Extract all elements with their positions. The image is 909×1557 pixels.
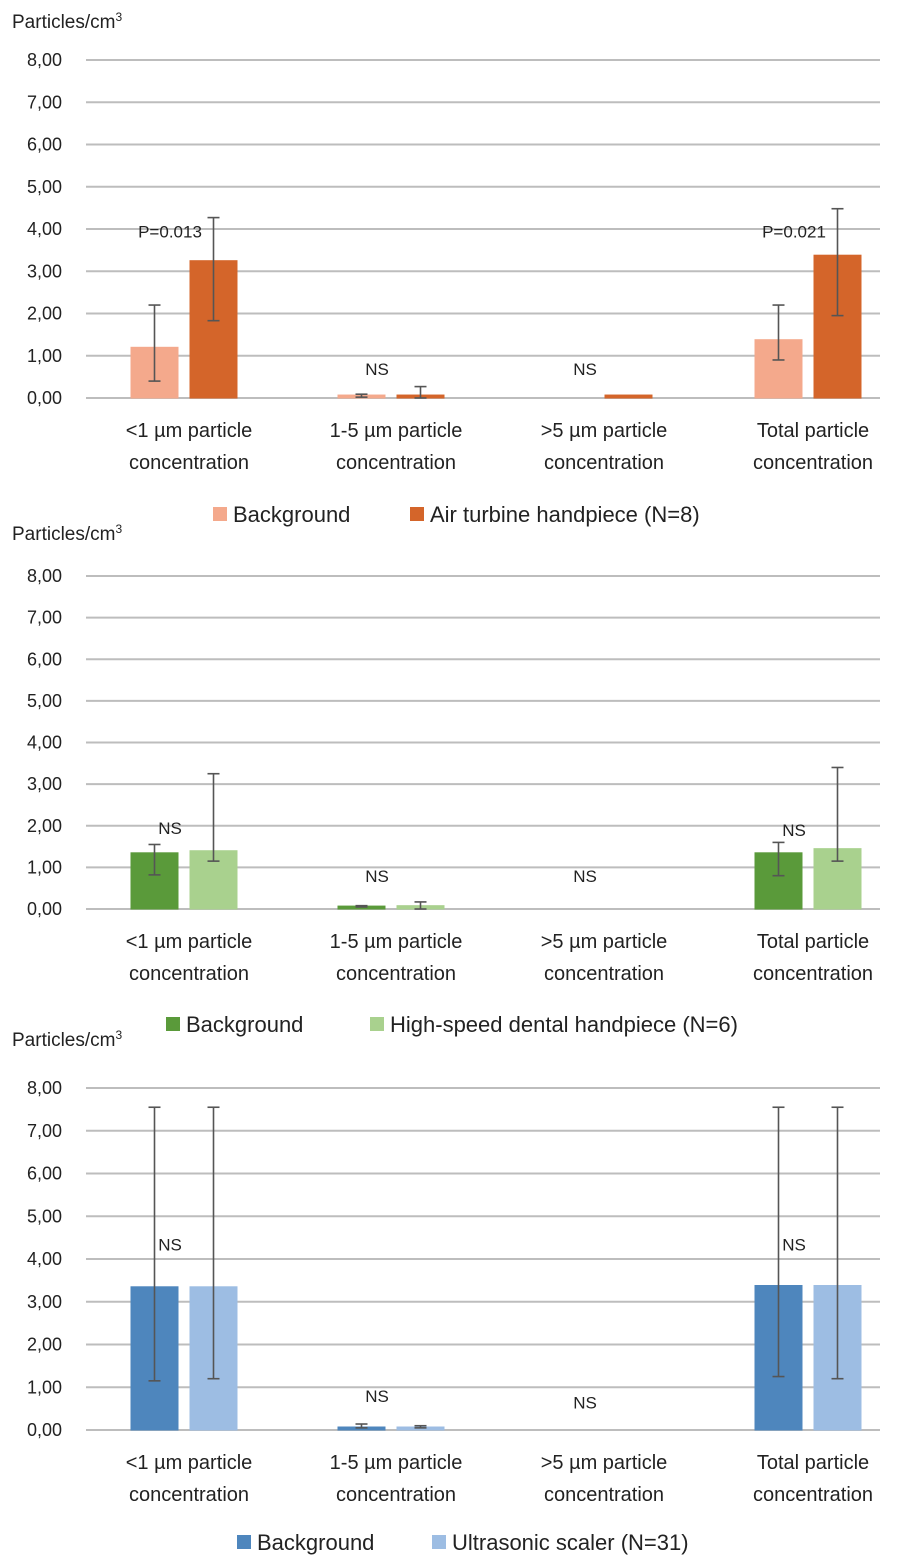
y-tick-label: 6,00	[27, 135, 62, 155]
x-category-label-line2: concentration	[544, 1484, 664, 1506]
chart-panel-air-turbine: Particles/cm3 8,00 7,00 6,00 5,00 4,00 3,00 2,0…	[0, 0, 909, 530]
legend-label: Background	[233, 502, 350, 527]
x-category-label-line1: Total particle	[757, 1452, 869, 1474]
y-tick-label: 0,00	[27, 1420, 62, 1440]
y-tick-label: 0,00	[27, 388, 62, 408]
chart-air-turbine: Particles/cm3 8,00 7,00 6,00 5,00 4,00 3,00 2,0…	[12, 10, 880, 527]
significance-label: NS	[365, 360, 389, 379]
legend-swatch	[213, 507, 227, 521]
legend-label: High-speed dental handpiece (N=6)	[390, 1012, 738, 1037]
legend-swatch	[432, 1535, 446, 1549]
x-category-label-line1: >5 µm particle	[541, 1452, 668, 1474]
y-tick-label: 5,00	[27, 691, 62, 711]
significance-label: NS	[365, 1387, 389, 1406]
x-category-label-line2: concentration	[129, 1484, 249, 1506]
y-tick-label: 3,00	[27, 261, 62, 281]
x-category-label-line1: <1 µm particle	[126, 931, 253, 953]
legend-label: Background	[186, 1012, 303, 1037]
y-tick-label: 8,00	[27, 50, 62, 70]
x-category-label-line1: Total particle	[757, 931, 869, 953]
significance-label: P=0.021	[762, 222, 826, 241]
y-tick-label: 2,00	[27, 816, 62, 836]
y-tick-label: 2,00	[27, 1335, 62, 1355]
y-tick-label: 3,00	[27, 1292, 62, 1312]
x-category-label-line2: concentration	[336, 452, 456, 474]
x-category-label-line2: concentration	[129, 452, 249, 474]
y-axis-title: Particles/cm3	[12, 10, 122, 33]
significance-label: NS	[158, 1235, 182, 1254]
y-tick-label: 6,00	[27, 649, 62, 669]
bar-background	[754, 339, 803, 399]
y-tick-label: 7,00	[27, 1121, 62, 1141]
x-category-label-line2: concentration	[544, 963, 664, 985]
y-tick-label: 2,00	[27, 304, 62, 324]
x-category-label-line1: 1-5 µm particle	[330, 931, 463, 953]
x-category-label-line1: >5 µm particle	[541, 420, 668, 442]
y-tick-label: 5,00	[27, 177, 62, 197]
legend-swatch	[237, 1535, 251, 1549]
y-tick-label: 3,00	[27, 774, 62, 794]
y-tick-label: 1,00	[27, 346, 62, 366]
chart-high-speed-handpiece: Particles/cm3 8,00 7,00 6,00 5,00 4,00 3,00 2,0…	[12, 522, 880, 1037]
significance-label: NS	[782, 1235, 806, 1254]
significance-label: NS	[573, 1394, 597, 1413]
x-category-label-line2: concentration	[753, 963, 873, 985]
x-category-label-line2: concentration	[753, 1484, 873, 1506]
significance-label: NS	[365, 867, 389, 886]
bar-device	[604, 394, 653, 399]
y-tick-label: 4,00	[27, 1249, 62, 1269]
legend-label: Ultrasonic scaler (N=31)	[452, 1530, 689, 1555]
legend-label: Background	[257, 1530, 374, 1555]
significance-label: NS	[158, 819, 182, 838]
chart-panel-ultrasonic: Particles/cm3 8,00 7,00 6,00 5,00 4,00 3,00 2,0…	[0, 1020, 909, 1557]
significance-label: P=0.013	[138, 222, 202, 241]
y-axis-title: Particles/cm3	[12, 1028, 122, 1051]
significance-label: NS	[573, 360, 597, 379]
y-tick-label: 5,00	[27, 1206, 62, 1226]
y-tick-label: 0,00	[27, 899, 62, 919]
x-category-label-line2: concentration	[544, 452, 664, 474]
y-tick-label: 7,00	[27, 608, 62, 628]
significance-label: NS	[573, 867, 597, 886]
legend-swatch	[166, 1017, 180, 1031]
y-tick-label: 4,00	[27, 219, 62, 239]
legend-swatch	[410, 507, 424, 521]
legend-label: Air turbine handpiece (N=8)	[430, 502, 700, 527]
y-tick-label: 8,00	[27, 1078, 62, 1098]
x-category-label-line2: concentration	[336, 1484, 456, 1506]
x-category-label-line1: Total particle	[757, 420, 869, 442]
y-tick-label: 1,00	[27, 857, 62, 877]
y-tick-label: 1,00	[27, 1377, 62, 1397]
x-category-label-line2: concentration	[753, 452, 873, 474]
x-category-label-line2: concentration	[129, 963, 249, 985]
x-category-label-line1: 1-5 µm particle	[330, 1452, 463, 1474]
legend-swatch	[370, 1017, 384, 1031]
x-category-label-line1: 1-5 µm particle	[330, 420, 463, 442]
y-tick-label: 8,00	[27, 566, 62, 586]
chart-panel-high-speed: Particles/cm3 8,00 7,00 6,00 5,00 4,00 3,00 2,0…	[0, 510, 909, 1040]
y-tick-label: 7,00	[27, 92, 62, 112]
y-tick-label: 4,00	[27, 733, 62, 753]
chart-ultrasonic-scaler: Particles/cm3 8,00 7,00 6,00 5,00 4,00 3,00 2,0…	[12, 1028, 880, 1555]
significance-label: NS	[782, 821, 806, 840]
y-tick-label: 6,00	[27, 1164, 62, 1184]
x-category-label-line1: <1 µm particle	[126, 1452, 253, 1474]
y-axis-title: Particles/cm3	[12, 522, 122, 545]
x-category-label-line2: concentration	[336, 963, 456, 985]
x-category-label-line1: >5 µm particle	[541, 931, 668, 953]
x-category-label-line1: <1 µm particle	[126, 420, 253, 442]
